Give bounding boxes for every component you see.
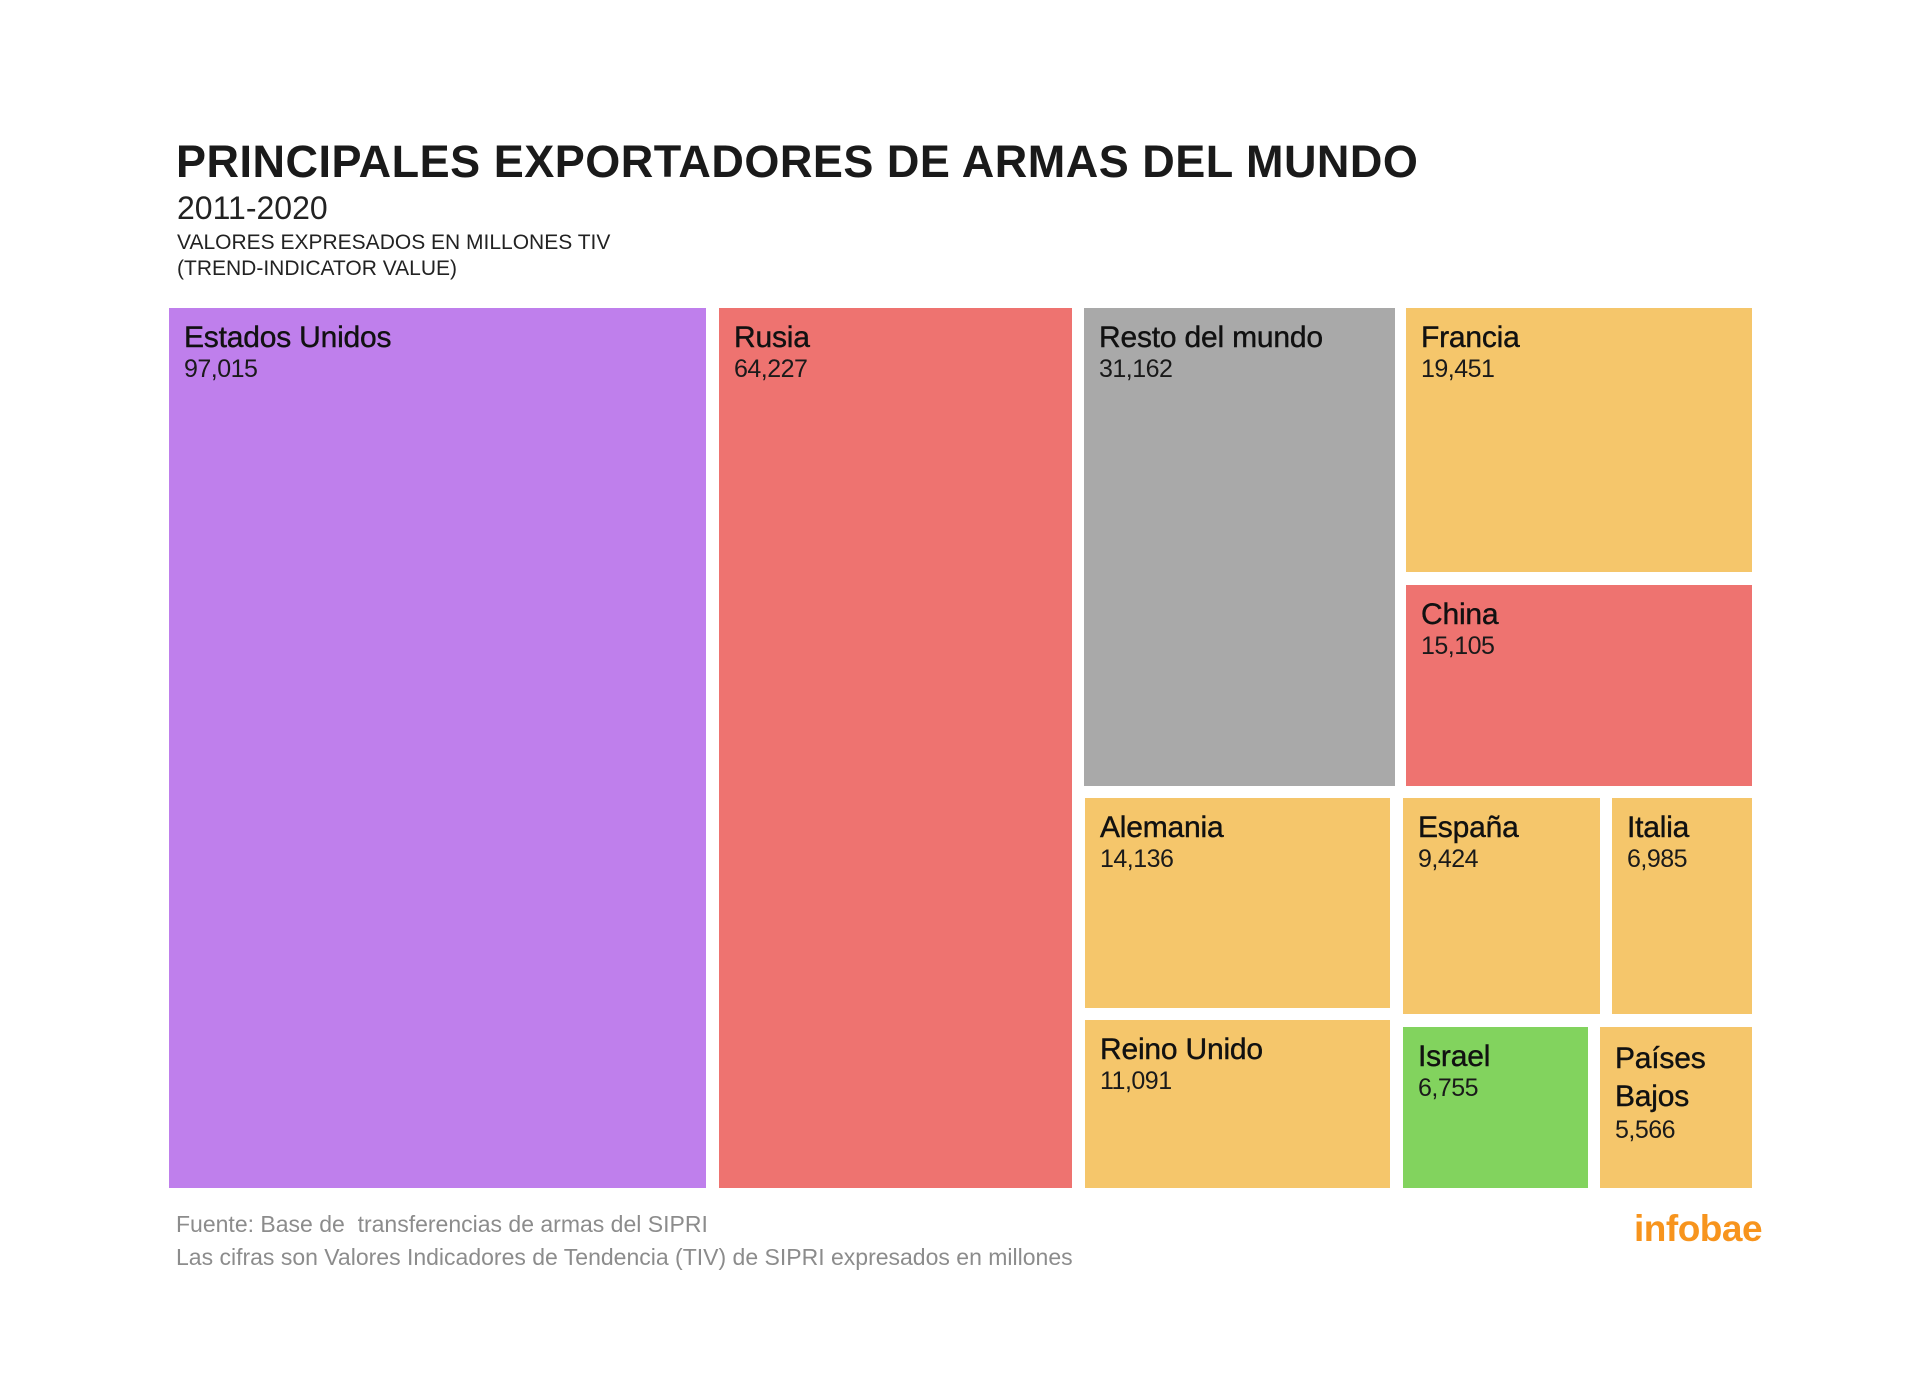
infobae-logo: infobae xyxy=(1634,1208,1763,1249)
footer: Fuente: Base de transferencias de armas … xyxy=(176,1208,1073,1274)
tile-value: 6,755 xyxy=(1418,1074,1479,1102)
tile-name: Francia xyxy=(1421,321,1520,354)
tile-label-group: Rusia 64,227 xyxy=(734,321,1064,383)
tile-name: Reino Unido xyxy=(1100,1033,1264,1066)
tile-label-group: Alemania 14,136 xyxy=(1100,811,1382,873)
tile-reino-unido: Reino Unido 11,091 xyxy=(1085,1020,1390,1188)
tile-china: China 15,105 xyxy=(1406,585,1752,786)
tile-value: 19,451 xyxy=(1421,355,1495,383)
tile-francia: Francia 19,451 xyxy=(1406,308,1752,572)
tile-espana: España 9,424 xyxy=(1403,798,1600,1014)
tile-value: 5,566 xyxy=(1615,1116,1676,1144)
tile-label-group: Estados Unidos 97,015 xyxy=(184,321,698,383)
tile-name: Rusia xyxy=(734,321,810,354)
tile-name: Estados Unidos xyxy=(184,321,392,354)
tile-value: 14,136 xyxy=(1100,845,1174,873)
tile-value: 64,227 xyxy=(734,355,808,383)
tile-name: Resto del mundo xyxy=(1099,321,1323,354)
tile-name: China xyxy=(1421,598,1499,631)
chart-title: PRINCIPALES EXPORTADORES DE ARMAS DEL MU… xyxy=(176,136,1419,187)
tile-name: Alemania xyxy=(1100,811,1224,844)
tile-name: Italia xyxy=(1627,811,1690,844)
tile-alemania: Alemania 14,136 xyxy=(1085,798,1390,1008)
methodology-note: Las cifras son Valores Indicadores de Te… xyxy=(176,1244,1073,1270)
tile-label-group: Francia 19,451 xyxy=(1421,321,1744,383)
tile-label-group: Italia 6,985 xyxy=(1627,811,1744,873)
tile-rusia: Rusia 64,227 xyxy=(719,308,1072,1188)
tile-label-group: China 15,105 xyxy=(1421,598,1744,660)
tile-label-group: España 9,424 xyxy=(1418,811,1592,873)
source-note: Fuente: Base de transferencias de armas … xyxy=(176,1211,708,1237)
tile-value: 6,985 xyxy=(1627,845,1688,873)
tile-value: 9,424 xyxy=(1418,845,1479,873)
tile-label-group: Reino Unido 11,091 xyxy=(1100,1033,1382,1095)
chart-subtitle: VALORES EXPRESADOS EN MILLONES TIV (TREN… xyxy=(177,230,610,282)
tile-value: 31,162 xyxy=(1099,355,1173,383)
tile-estados-unidos: Estados Unidos 97,015 xyxy=(169,308,706,1188)
tile-resto-del-mundo: Resto del mundo 31,162 xyxy=(1084,308,1395,786)
tile-name: Países Bajos xyxy=(1615,1042,1706,1113)
tile-name: España xyxy=(1418,811,1519,844)
subtitle-line-2: (TREND-INDICATOR VALUE) xyxy=(177,257,458,280)
tile-label-group: Resto del mundo 31,162 xyxy=(1099,321,1387,383)
tile-value: 15,105 xyxy=(1421,632,1495,660)
tile-israel: Israel 6,755 xyxy=(1403,1027,1588,1188)
tile-label-group: Países Bajos 5,566 xyxy=(1615,1040,1738,1144)
tile-value: 97,015 xyxy=(184,355,258,383)
tile-name: Israel xyxy=(1418,1040,1491,1073)
tile-value: 11,091 xyxy=(1100,1067,1172,1095)
tile-label-group: Israel 6,755 xyxy=(1418,1040,1580,1102)
chart-period: 2011-2020 xyxy=(177,190,328,226)
tile-paises-bajos: Países Bajos 5,566 xyxy=(1600,1027,1752,1188)
subtitle-line-1: VALORES EXPRESADOS EN MILLONES TIV xyxy=(177,231,611,254)
tile-italia: Italia 6,985 xyxy=(1612,798,1752,1014)
